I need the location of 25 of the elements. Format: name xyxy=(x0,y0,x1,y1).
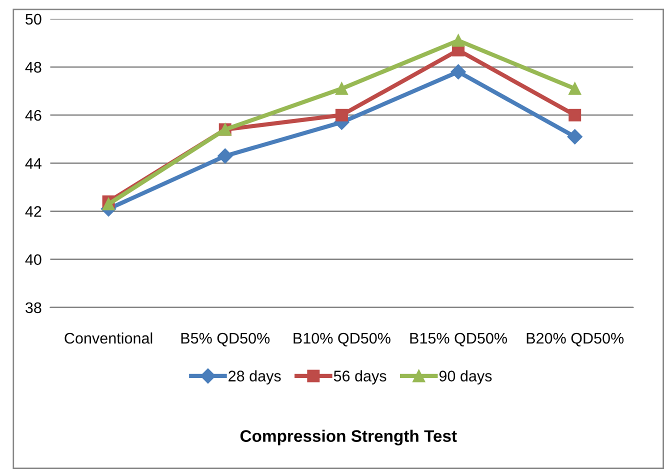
point xyxy=(568,108,582,122)
point xyxy=(450,64,466,80)
x-tick-label: B5% QD50% xyxy=(181,332,270,346)
legend-label: 56 days xyxy=(334,370,386,384)
y-tick-label: 42 xyxy=(25,206,42,217)
y-tick-label: 44 xyxy=(25,158,42,169)
point xyxy=(102,198,115,210)
point xyxy=(335,108,348,122)
point xyxy=(568,82,582,95)
y-tick-label: 40 xyxy=(25,254,42,266)
point xyxy=(335,82,348,95)
y-tick-label: 46 xyxy=(25,110,42,121)
x-tick-label: B10% QD50% xyxy=(294,332,390,346)
y-tick-label: 50 xyxy=(26,14,42,25)
y-tick-label: 38 xyxy=(26,302,42,314)
text: Compression Strength Test xyxy=(240,430,457,446)
x-tick-label: B20% QD50% xyxy=(526,332,624,346)
x-tick-label: B15% QD50% xyxy=(410,332,507,346)
point xyxy=(218,148,233,164)
legend-label: 28 days xyxy=(228,370,281,384)
point xyxy=(567,129,582,144)
point xyxy=(452,34,465,47)
x-tick-label: Conventional xyxy=(64,332,152,344)
y-tick-label: 48 xyxy=(25,62,42,73)
legend-label: 90 days xyxy=(439,370,492,384)
